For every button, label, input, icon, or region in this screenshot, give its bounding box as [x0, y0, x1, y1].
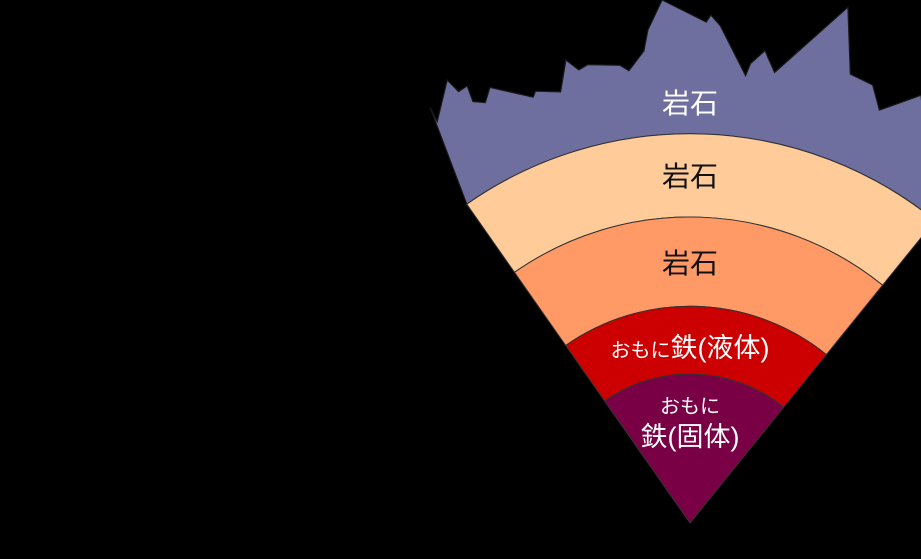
svg-text:おもに: おもに [660, 396, 720, 418]
svg-text:岩石: 岩石 [662, 248, 718, 279]
svg-text:鉄(固体): 鉄(固体) [641, 422, 740, 452]
svg-text:岩石: 岩石 [662, 161, 718, 192]
svg-text:岩石: 岩石 [662, 88, 718, 119]
